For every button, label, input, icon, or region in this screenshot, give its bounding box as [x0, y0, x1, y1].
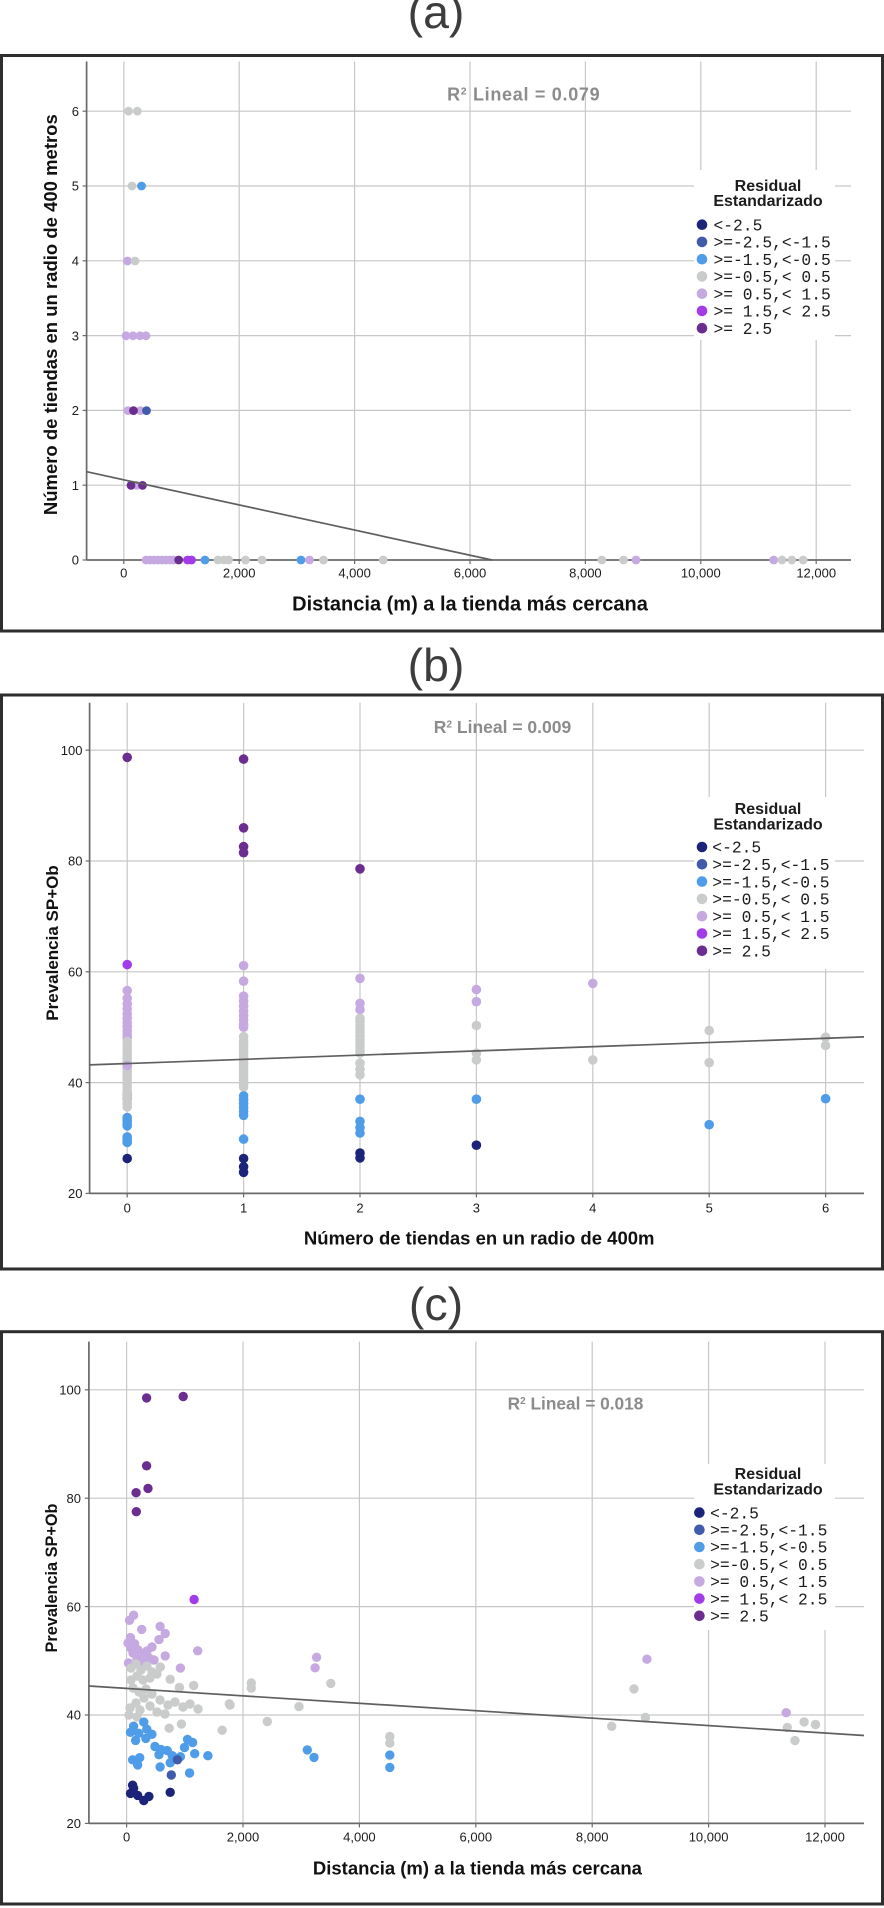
- svg-text:>= 2.5: >= 2.5: [712, 943, 771, 962]
- svg-text:40: 40: [67, 1708, 81, 1723]
- svg-text:>=-1.5,<-0.5: >=-1.5,<-0.5: [712, 873, 829, 892]
- svg-text:20: 20: [68, 1186, 82, 1201]
- svg-text:6,000: 6,000: [454, 566, 487, 581]
- svg-text:>= 1.5,< 2.5: >= 1.5,< 2.5: [714, 303, 831, 322]
- svg-text:0: 0: [72, 553, 79, 568]
- svg-text:<-2.5: <-2.5: [712, 839, 761, 858]
- svg-text:100: 100: [61, 743, 83, 758]
- svg-text:Residual: Residual: [735, 178, 802, 195]
- svg-text:12,000: 12,000: [796, 566, 836, 581]
- svg-text:6: 6: [72, 104, 79, 119]
- svg-text:>=-0.5,< 0.5: >=-0.5,< 0.5: [714, 268, 831, 287]
- svg-text:Número de tiendas en un radio: Número de tiendas en un radio de 400 met…: [40, 114, 61, 515]
- svg-text:2,000: 2,000: [227, 1830, 260, 1845]
- svg-text:>= 0.5,< 1.5: >= 0.5,< 1.5: [710, 1573, 827, 1592]
- svg-text:>=-1.5,<-0.5: >=-1.5,<-0.5: [714, 251, 831, 270]
- svg-text:>= 2.5: >= 2.5: [710, 1608, 769, 1627]
- svg-text:60: 60: [68, 965, 82, 980]
- svg-text:80: 80: [67, 1491, 81, 1506]
- svg-text:0: 0: [120, 566, 127, 581]
- svg-text:6,000: 6,000: [460, 1830, 493, 1845]
- svg-text:5: 5: [706, 1201, 713, 1216]
- svg-text:>=-2.5,<-1.5: >=-2.5,<-1.5: [714, 234, 831, 253]
- svg-text:4: 4: [72, 254, 79, 269]
- svg-text:<-2.5: <-2.5: [710, 1504, 759, 1523]
- svg-text:4: 4: [589, 1201, 596, 1216]
- svg-text:10,000: 10,000: [681, 566, 721, 581]
- svg-text:8,000: 8,000: [576, 1830, 609, 1845]
- svg-text:>= 1.5,< 2.5: >= 1.5,< 2.5: [712, 925, 829, 944]
- svg-text:Estandarizado: Estandarizado: [713, 193, 823, 210]
- svg-text:>=-2.5,<-1.5: >=-2.5,<-1.5: [712, 856, 829, 875]
- svg-text:40: 40: [68, 1075, 82, 1090]
- svg-text:20: 20: [67, 1816, 81, 1831]
- svg-text:4,000: 4,000: [343, 1830, 376, 1845]
- svg-text:Estandarizado: Estandarizado: [713, 1481, 823, 1498]
- svg-text:12,000: 12,000: [805, 1830, 845, 1845]
- svg-text:>= 0.5,< 1.5: >= 0.5,< 1.5: [714, 285, 831, 304]
- svg-text:80: 80: [68, 854, 82, 869]
- svg-text:Prevalencia SP+Ob: Prevalencia SP+Ob: [43, 1504, 61, 1653]
- svg-text:Residual: Residual: [735, 801, 802, 818]
- svg-text:>=-0.5,< 0.5: >=-0.5,< 0.5: [712, 891, 829, 910]
- svg-text:R2 Lineal = 0.018: R2 Lineal = 0.018: [508, 1394, 644, 1414]
- svg-text:60: 60: [67, 1599, 81, 1614]
- svg-text:0: 0: [124, 1201, 131, 1216]
- svg-text:Distancia (m) a la tienda más: Distancia (m) a la tienda más cercana: [292, 594, 649, 616]
- svg-text:3: 3: [72, 328, 79, 343]
- svg-text:1: 1: [72, 478, 79, 493]
- svg-text:>= 1.5,< 2.5: >= 1.5,< 2.5: [710, 1590, 827, 1609]
- svg-text:1: 1: [240, 1201, 247, 1216]
- svg-text:>= 0.5,< 1.5: >= 0.5,< 1.5: [712, 908, 829, 927]
- svg-text:5: 5: [72, 179, 79, 194]
- svg-text:10,000: 10,000: [689, 1830, 729, 1845]
- svg-text:Estandarizado: Estandarizado: [713, 816, 823, 833]
- svg-text:Número de tiendas en un radio: Número de tiendas en un radio de 400m: [304, 1228, 655, 1249]
- svg-text:>=-2.5,<-1.5: >=-2.5,<-1.5: [710, 1522, 827, 1541]
- svg-text:<-2.5: <-2.5: [714, 216, 763, 235]
- svg-text:2,000: 2,000: [223, 566, 256, 581]
- svg-text:4,000: 4,000: [338, 566, 371, 581]
- svg-text:100: 100: [59, 1383, 81, 1398]
- svg-text:>=-0.5,< 0.5: >=-0.5,< 0.5: [710, 1556, 827, 1575]
- svg-text:8,000: 8,000: [569, 566, 602, 581]
- svg-text:3: 3: [473, 1201, 480, 1216]
- svg-text:6: 6: [822, 1201, 829, 1216]
- svg-text:Residual: Residual: [735, 1466, 802, 1483]
- svg-text:R2 Lineal = 0.079: R2 Lineal = 0.079: [447, 84, 600, 104]
- svg-text:Distancia (m) a la tienda más: Distancia (m) a la tienda más cercana: [313, 1858, 643, 1879]
- svg-text:2: 2: [356, 1201, 363, 1216]
- svg-text:R2 Lineal = 0.009: R2 Lineal = 0.009: [434, 717, 572, 737]
- svg-text:2: 2: [72, 403, 79, 418]
- svg-text:Prevalencia SP+Ob: Prevalencia SP+Ob: [43, 865, 62, 1020]
- svg-text:>= 2.5: >= 2.5: [714, 320, 773, 339]
- svg-text:>=-1.5,<-0.5: >=-1.5,<-0.5: [710, 1539, 827, 1558]
- svg-text:0: 0: [123, 1830, 130, 1845]
